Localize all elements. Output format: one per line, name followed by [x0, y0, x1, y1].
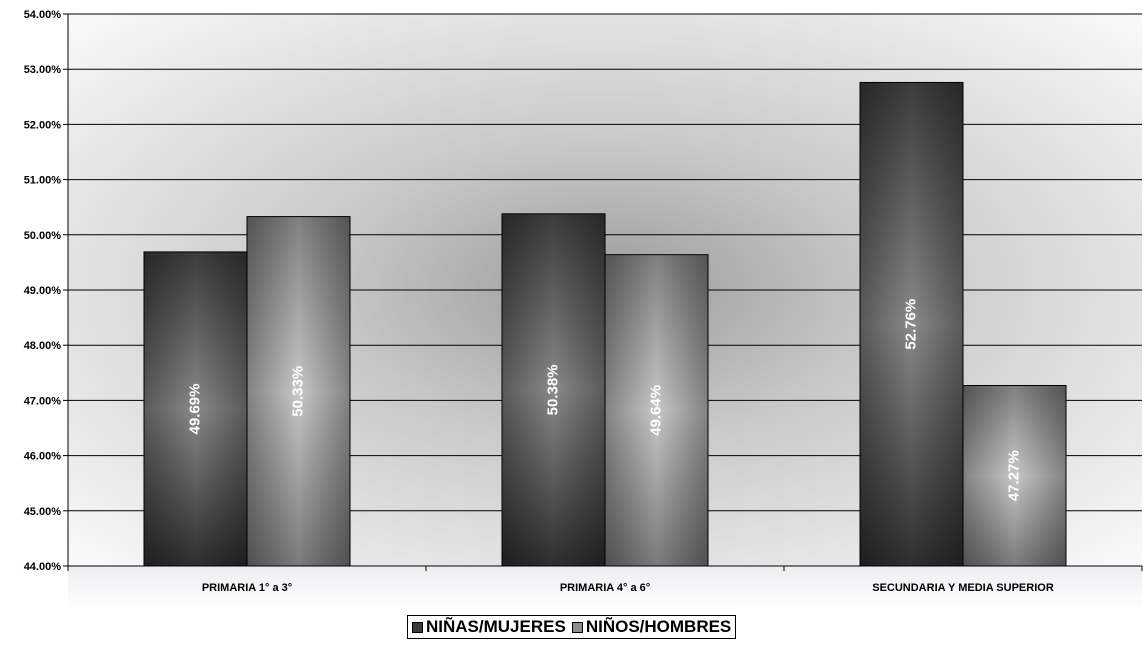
legend-label-ninos: NIÑOS/HOMBRES: [585, 617, 732, 636]
axes: [67, 14, 1142, 567]
y-axis-ticks: 44.00% 45.00% 46.00% 47.00% 48.00% 49.00% 50.0…: [24, 9, 68, 573]
data-label: 50.38%: [544, 364, 561, 415]
bar-outline: [859, 81, 964, 567]
bar-outline: [962, 384, 1067, 567]
y-tick-label: 53.00%: [24, 64, 62, 76]
y-tick-label: 45.00%: [24, 506, 62, 518]
data-label: 47.27%: [1005, 450, 1022, 501]
y-tick-label: 46.00%: [24, 451, 62, 463]
legend-swatch-ninas: [412, 621, 423, 633]
x-axis-ticks: PRIMARIA 1° a 3° PRIMARIA 4° a 6° SECUNDAR…: [67, 566, 1143, 594]
y-tick-label: 48.00%: [24, 340, 62, 352]
data-label: 52.76%: [902, 299, 919, 350]
y-tick-label: 54.00%: [24, 9, 62, 21]
y-tick-label: 44.00%: [24, 561, 62, 573]
legend-entry-ninos: NIÑOS/HOMBRES: [571, 617, 732, 637]
data-labels: 49.69% 50.33% 50.38% 49.64% 52.76% 47.27%: [186, 299, 1022, 501]
data-label: 49.69%: [186, 384, 203, 435]
y-tick-label: 49.00%: [24, 285, 62, 297]
floor-band: [68, 566, 1142, 610]
x-tick-label: PRIMARIA 1° a 3°: [202, 582, 292, 594]
legend-entry-ninas: NIÑAS/MUJERES: [412, 617, 566, 637]
x-tick-label: PRIMARIA 4° a 6°: [560, 582, 650, 594]
bar-outline: [604, 254, 709, 567]
legend: NIÑAS/MUJERES NIÑOS/HOMBRES: [407, 615, 737, 639]
y-tick-label: 51.00%: [24, 175, 62, 187]
legend-label-ninas: NIÑAS/MUJERES: [426, 617, 566, 636]
y-tick-label: 50.00%: [24, 230, 62, 242]
data-label: 49.64%: [647, 385, 664, 436]
bars: [143, 81, 1067, 567]
data-label: 50.33%: [289, 366, 306, 417]
y-tick-label: 52.00%: [24, 119, 62, 131]
x-tick-label: SECUNDARIA Y MEDIA SUPERIOR: [872, 582, 1054, 594]
y-tick-label: 47.00%: [24, 395, 62, 407]
bar-outline: [143, 251, 248, 567]
bar-outline: [246, 216, 351, 567]
bar-outline: [501, 213, 606, 567]
legend-swatch-ninos: [571, 621, 583, 633]
